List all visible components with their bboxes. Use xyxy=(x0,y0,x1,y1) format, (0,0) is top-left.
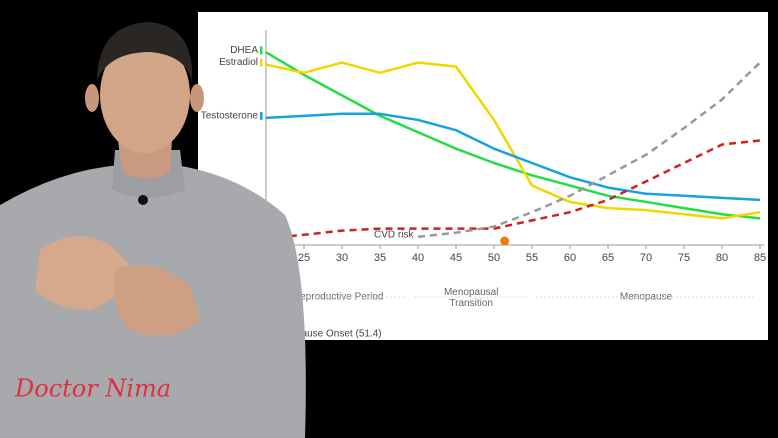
x-tick-label: 70 xyxy=(640,252,652,264)
x-tick-label: 40 xyxy=(412,252,424,264)
phase-label: Menopause xyxy=(620,292,673,303)
onset-marker xyxy=(500,236,510,246)
series-line xyxy=(265,139,761,241)
x-tick-label: 65 xyxy=(602,252,614,264)
series-line xyxy=(265,112,761,202)
x-tick-label: 35 xyxy=(374,252,386,264)
x-tick-label: 45 xyxy=(450,252,462,264)
x-tick-label: 50 xyxy=(488,252,500,264)
series-line xyxy=(417,61,761,239)
onset-label: pause Onset (51.4) xyxy=(296,329,382,340)
series-line xyxy=(265,51,761,220)
series-label: CVD risk xyxy=(374,230,414,241)
legend-swatch xyxy=(260,46,263,55)
x-tick-label: 30 xyxy=(336,252,348,264)
x-tick-label: 75 xyxy=(678,252,690,264)
x-tick-label: 85 xyxy=(754,252,766,264)
legend-swatch xyxy=(260,58,263,67)
presenter xyxy=(0,22,306,438)
series-line xyxy=(265,61,761,220)
legend-label: Estradiol xyxy=(219,57,258,68)
legend-swatch xyxy=(260,111,263,120)
legend-label: Testosterone xyxy=(201,111,259,122)
x-tick-label: 25 xyxy=(298,252,310,264)
x-tick-label: 55 xyxy=(526,252,538,264)
x-tick-label: 80 xyxy=(716,252,728,264)
x-tick-label: 60 xyxy=(564,252,576,264)
chart: rs)25303540455055606570758085DHEAEstradi… xyxy=(201,30,766,340)
legend-label: DHEA xyxy=(230,45,258,56)
watermark: Doctor Nima xyxy=(14,375,171,403)
phase-label: Menopausal Transition xyxy=(444,287,498,309)
